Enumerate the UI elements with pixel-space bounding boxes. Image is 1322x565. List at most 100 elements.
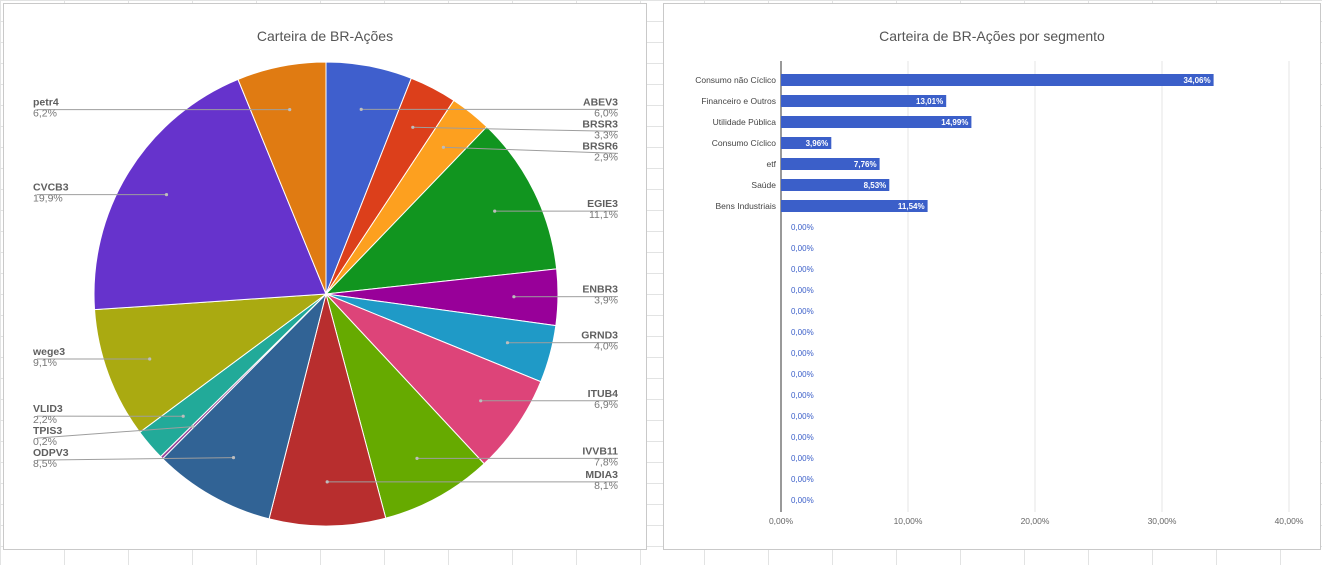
bar-value-label: 0,00%	[791, 328, 814, 337]
bar-etf[interactable]	[781, 158, 880, 170]
pie-label-value-vlid3: 2,2%	[33, 414, 57, 426]
pie-leader-dot-cvcb3	[164, 193, 169, 197]
pie-leader-brsr3	[412, 126, 619, 132]
pie-label-value-egie3: 11,1%	[589, 209, 618, 221]
bar-bars	[781, 74, 1214, 212]
pie-label-name-abev3: ABEV3	[583, 96, 618, 108]
bar-bens-industriais[interactable]	[781, 200, 928, 212]
bar-value-label: 0,00%	[791, 454, 814, 463]
pie-label-name-ivvb11: IVVB11	[582, 445, 618, 457]
pie-slice-cvcb3[interactable]	[93, 78, 327, 311]
bar-category-label: Consumo não Cíclico	[695, 75, 776, 85]
pie-label-value-ivvb11: 7,8%	[594, 456, 618, 468]
bar-x-tick-label: 10,00%	[894, 516, 923, 526]
pie-label-name-cvcb3: CVCB3	[33, 182, 69, 194]
pie-label-name-petr4: petr4	[33, 97, 59, 109]
pie-label-value-brsr3: 3,3%	[594, 129, 618, 141]
pie-chart-panel[interactable]: Carteira de BR-Ações ABEV3 6,0% BRSR3 3,3% B…	[3, 3, 647, 550]
pie-label-value-brsr6: 2,9%	[594, 151, 618, 163]
pie-label-value-grnd3: 4,0%	[594, 341, 618, 353]
bar-chart-title: Carteira de BR-Ações por segmento	[879, 28, 1105, 44]
pie-chart: Carteira de BR-Ações ABEV36,0%BRSR33,3%B…	[32, 28, 618, 527]
pie-slice-odpv3[interactable]	[161, 292, 327, 520]
bar-value-label: 0,00%	[791, 412, 814, 421]
bar-value-label: 0,00%	[791, 433, 814, 442]
bar-value-label: 0,00%	[791, 307, 814, 316]
bar-utilidade-p-blica[interactable]	[781, 116, 972, 128]
bar-category-label: Bens Industriais	[716, 201, 776, 211]
pie-leader-dot-ivvb11	[415, 456, 419, 460]
bar-sa-de[interactable]	[781, 179, 890, 191]
bar-value-label: 7,76%	[854, 160, 877, 169]
pie-label-value-wege3: 9,1%	[33, 357, 57, 369]
pie-label-name-brsr6: BRSR6	[582, 140, 618, 152]
bar-value-label: 34,06%	[1183, 76, 1210, 85]
pie-leader-brsr6	[443, 146, 619, 154]
bar-category-label: Utilidade Pública	[713, 117, 777, 127]
pie-label-name-vlid3: VLID3	[33, 403, 63, 415]
pie-label-name-tpis3: TPIS3	[33, 425, 62, 437]
bar-chart: Carteira de BR-Ações por segmento 0,00% 1…	[695, 28, 1304, 526]
bar-category-label: Saúde	[751, 180, 776, 190]
pie-leader-dot-brsr6	[441, 145, 445, 149]
pie-label-value-abev3: 6,0%	[594, 107, 618, 119]
pie-leader-odpv3	[36, 457, 234, 461]
pie-slice-wege3[interactable]	[93, 293, 328, 433]
bar-x-tick-label: 20,00%	[1021, 516, 1050, 526]
pie-leader-dot-tpis3	[191, 425, 195, 429]
bar-financeiro-e-outros[interactable]	[781, 95, 947, 107]
pie-slice-egie3[interactable]	[324, 126, 558, 295]
pie-label-value-itub4: 6,9%	[594, 399, 618, 411]
bar-value-label: 13,01%	[916, 97, 943, 106]
pie-slice-ivvb11[interactable]	[325, 293, 485, 519]
pie-leader-dot-vlid3	[181, 414, 185, 418]
bar-consumo-c-clico[interactable]	[781, 137, 832, 149]
bar-value-label: 0,00%	[791, 349, 814, 358]
pie-label-value-mdia3: 8,1%	[594, 480, 618, 492]
bar-chart-panel[interactable]: Carteira de BR-Ações por segmento 0,00% 1…	[663, 3, 1321, 550]
pie-leader-dot-petr4	[288, 108, 292, 112]
bar-value-label: 0,00%	[791, 391, 814, 400]
pie-label-name-odpv3: ODPV3	[33, 447, 69, 459]
pie-label-value-petr4: 6,2%	[33, 108, 57, 120]
pie-leader-tpis3	[36, 426, 193, 439]
bar-x-tick-label: 40,00%	[1275, 516, 1304, 526]
bar-value-label: 0,00%	[791, 496, 814, 505]
pie-label-name-grnd3: GRND3	[581, 330, 618, 342]
bar-grid: 0,00% 10,00% 20,00% 30,00% 40,00%	[769, 61, 1304, 526]
pie-label-name-mdia3: MDIA3	[585, 469, 618, 481]
pie-slices	[93, 61, 559, 527]
pie-leader-dot-grnd3	[505, 341, 510, 345]
pie-leader-dot-itub4	[479, 399, 483, 403]
bar-value-label: 0,00%	[791, 223, 814, 232]
pie-leader-dot-odpv3	[231, 456, 236, 460]
pie-slice-petr4[interactable]	[237, 61, 327, 295]
pie-slice-mdia3[interactable]	[268, 292, 387, 527]
pie-label-name-egie3: EGIE3	[587, 198, 618, 210]
bar-value-label: 14,99%	[941, 118, 968, 127]
pie-leader-dot-abev3	[359, 107, 363, 111]
bar-value-label: 0,00%	[791, 265, 814, 274]
bar-x-tick-label: 0,00%	[769, 516, 794, 526]
bar-category-label: Consumo Cíclico	[712, 138, 777, 148]
pie-label-name-enbr3: ENBR3	[582, 284, 618, 296]
bar-value-label: 8,53%	[864, 181, 887, 190]
bar-value-label: 3,96%	[806, 139, 829, 148]
bar-category-label: Financeiro e Outros	[701, 96, 776, 106]
pie-label-value-odpv3: 8,5%	[33, 458, 57, 470]
bar-category-label: etf	[767, 159, 777, 169]
pie-label-name-brsr3: BRSR3	[582, 118, 618, 130]
bar-value-label: 0,00%	[791, 370, 814, 379]
pie-leader-dot-brsr3	[411, 125, 415, 129]
bar-value-label: 0,00%	[791, 475, 814, 484]
bar-x-tick-label: 30,00%	[1148, 516, 1177, 526]
bar-value-label: 0,00%	[791, 286, 814, 295]
pie-leader-dot-wege3	[148, 357, 152, 361]
bar-consumo-n-o-c-clico[interactable]	[781, 74, 1214, 86]
bar-labels: Consumo não Cíclico 34,06% Financeiro e Ou…	[695, 75, 1210, 505]
pie-label-value-cvcb3: 19,9%	[33, 193, 63, 205]
pie-leader-dot-egie3	[493, 209, 497, 213]
pie-leader-dot-mdia3	[325, 480, 329, 484]
pie-label-value-enbr3: 3,9%	[594, 295, 618, 307]
